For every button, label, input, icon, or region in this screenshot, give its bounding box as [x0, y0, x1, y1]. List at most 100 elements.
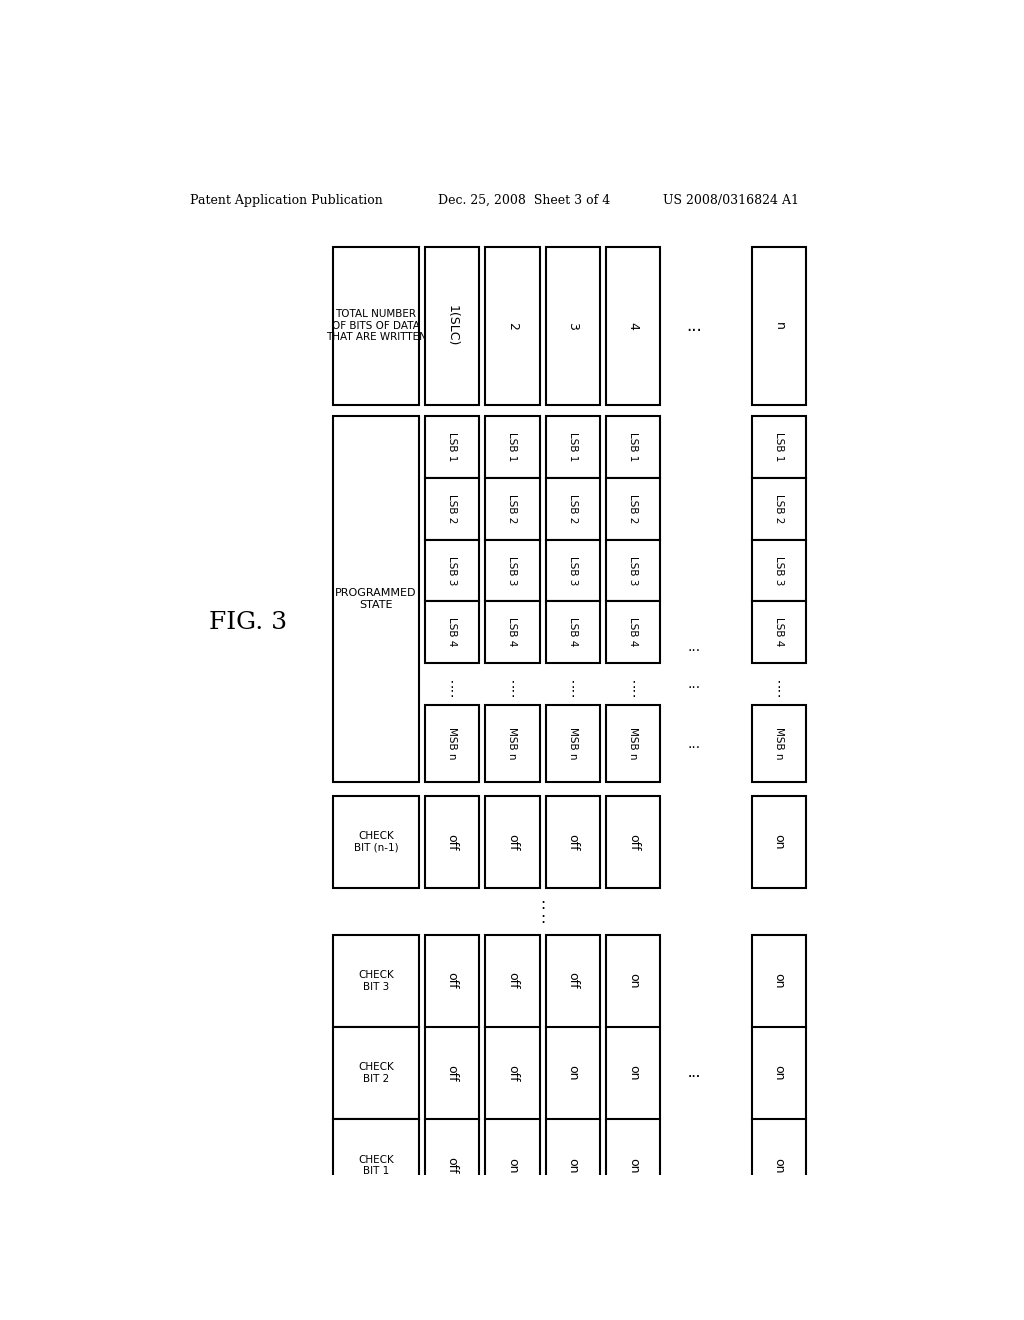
Text: LSB 1: LSB 1	[629, 433, 638, 462]
Text: off: off	[506, 973, 519, 989]
Text: LSB 2: LSB 2	[774, 494, 784, 524]
Text: off: off	[445, 834, 459, 850]
Text: LSB 2: LSB 2	[629, 494, 638, 524]
Text: :: :	[510, 677, 515, 690]
Bar	[546, 796, 600, 888]
Text: LSB 2: LSB 2	[568, 494, 578, 524]
Bar	[606, 601, 660, 663]
Text: LSB 4: LSB 4	[508, 618, 517, 647]
Text: LSB 1: LSB 1	[508, 433, 517, 462]
Text: ...: ...	[687, 640, 700, 655]
Text: 4: 4	[627, 322, 640, 330]
Bar	[485, 935, 540, 1212]
Bar	[425, 416, 479, 478]
Text: LSB 1: LSB 1	[774, 433, 784, 462]
Text: ...: ...	[686, 317, 701, 335]
Text: LSB 3: LSB 3	[508, 556, 517, 585]
Text: ...: ...	[687, 677, 700, 690]
Bar	[546, 540, 600, 601]
Text: Dec. 25, 2008  Sheet 3 of 4: Dec. 25, 2008 Sheet 3 of 4	[438, 194, 610, 207]
Bar	[752, 247, 806, 405]
Text: on: on	[627, 1158, 640, 1173]
Text: MSB n: MSB n	[508, 727, 517, 760]
Text: :: :	[450, 677, 455, 690]
Text: MSB n: MSB n	[629, 727, 638, 760]
Text: off: off	[445, 1158, 459, 1173]
Bar	[546, 416, 600, 478]
Text: MSB n: MSB n	[446, 727, 457, 760]
Text: :: :	[450, 686, 455, 700]
Text: LSB 3: LSB 3	[774, 556, 784, 585]
Bar	[546, 935, 600, 1212]
Text: US 2008/0316824 A1: US 2008/0316824 A1	[663, 194, 799, 207]
Bar	[752, 478, 806, 540]
Bar	[485, 478, 540, 540]
Bar	[334, 935, 419, 1027]
Bar	[752, 935, 806, 1212]
Bar	[485, 247, 540, 405]
Bar	[606, 247, 660, 405]
Text: LSB 1: LSB 1	[568, 433, 578, 462]
Bar	[546, 705, 600, 781]
Bar	[425, 478, 479, 540]
Bar	[485, 705, 540, 781]
Text: off: off	[566, 973, 580, 989]
Text: :: :	[631, 686, 636, 700]
Text: 2: 2	[506, 322, 519, 330]
Text: :: :	[510, 686, 515, 700]
Bar	[606, 705, 660, 781]
Text: CHECK
BIT (n-1): CHECK BIT (n-1)	[353, 832, 398, 853]
Bar	[752, 416, 806, 478]
Text: on: on	[772, 1158, 785, 1173]
Text: on: on	[627, 973, 640, 989]
Text: on: on	[566, 1065, 580, 1081]
Text: :: :	[631, 677, 636, 690]
Text: on: on	[506, 1158, 519, 1173]
Bar	[425, 796, 479, 888]
Text: LSB 3: LSB 3	[629, 556, 638, 585]
Text: LSB 1: LSB 1	[446, 433, 457, 462]
Text: :: :	[776, 677, 781, 690]
Bar	[752, 540, 806, 601]
Bar	[425, 247, 479, 405]
Text: off: off	[445, 973, 459, 989]
Bar	[606, 935, 660, 1212]
Text: ...: ...	[687, 737, 700, 751]
Bar	[485, 540, 540, 601]
Text: :: :	[776, 686, 781, 700]
Text: 1(SLC): 1(SLC)	[445, 305, 459, 347]
Bar	[425, 540, 479, 601]
Text: FIG. 3: FIG. 3	[209, 611, 287, 634]
Text: LSB 2: LSB 2	[446, 494, 457, 524]
Text: :: :	[570, 686, 575, 700]
Bar	[752, 796, 806, 888]
Text: LSB 4: LSB 4	[568, 618, 578, 647]
Text: MSB n: MSB n	[774, 727, 784, 760]
Bar	[485, 601, 540, 663]
Bar	[334, 1027, 419, 1119]
Bar	[752, 601, 806, 663]
Text: off: off	[445, 1065, 459, 1081]
Text: ...: ...	[687, 1067, 700, 1080]
Text: LSB 3: LSB 3	[568, 556, 578, 585]
Text: on: on	[566, 1158, 580, 1173]
Text: ...: ...	[687, 1067, 700, 1080]
Text: off: off	[627, 834, 640, 850]
Text: LSB 4: LSB 4	[629, 618, 638, 647]
Text: TOTAL NUMBER
OF BITS OF DATA
THAT ARE WRITTEN: TOTAL NUMBER OF BITS OF DATA THAT ARE WR…	[326, 309, 426, 342]
Text: n: n	[772, 322, 785, 330]
Bar	[546, 601, 600, 663]
Text: PROGRAMMED
STATE: PROGRAMMED STATE	[335, 589, 417, 610]
Bar	[485, 416, 540, 478]
Bar	[334, 416, 419, 781]
Bar	[425, 705, 479, 781]
Text: on: on	[772, 973, 785, 989]
Text: on: on	[627, 1065, 640, 1081]
Text: on: on	[772, 1065, 785, 1081]
Text: LSB 3: LSB 3	[446, 556, 457, 585]
Text: :: :	[540, 898, 545, 912]
Bar	[334, 247, 419, 405]
Bar	[606, 796, 660, 888]
Text: LSB 4: LSB 4	[774, 618, 784, 647]
Text: off: off	[506, 834, 519, 850]
